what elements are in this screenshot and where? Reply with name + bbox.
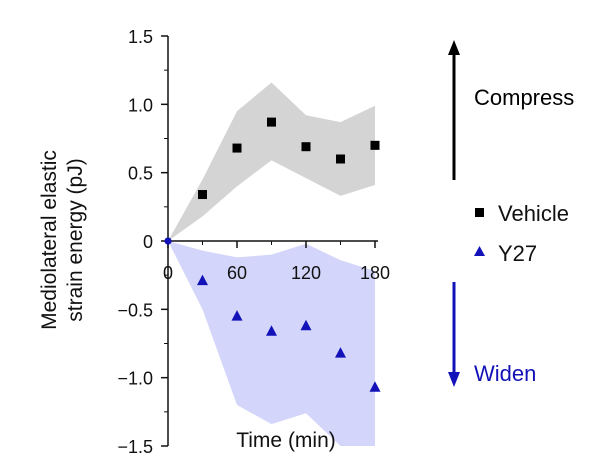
legend-triangle-marker-icon [474, 246, 485, 256]
compress-annotation: Compress [448, 40, 574, 180]
point-y27 [197, 274, 208, 286]
y-tick-label: −1.5 [117, 437, 153, 457]
band-vehicle [168, 82, 375, 241]
legend-label-vehicle: Vehicle [498, 201, 569, 226]
y-axis-title-line-1: Mediolateral elastic [38, 150, 61, 330]
widen-label: Widen [474, 361, 536, 386]
y-tick-label: 1.0 [128, 95, 153, 115]
y-tick-label: 0 [143, 232, 153, 252]
y-axis-title: Mediolateral elastic strain energy (pJ) [38, 150, 87, 330]
legend: Vehicle Y27 [474, 201, 569, 266]
point-vehicle [301, 142, 311, 152]
y-axis-title-line-2: strain energy (pJ) [64, 158, 87, 321]
point-vehicle [198, 190, 207, 200]
band-y27 [168, 241, 375, 446]
x-tick-label: 120 [291, 263, 321, 283]
x-tick-label: 0 [163, 263, 173, 283]
point-vehicle [336, 154, 345, 164]
data-points [164, 117, 381, 392]
compress-label: Compress [474, 85, 574, 110]
y-tick-label: −0.5 [117, 300, 153, 320]
point-y27 [335, 347, 346, 358]
point-y27 [300, 319, 312, 331]
axes: 1.5 1.0 0.5 0 −0.5 −1.0 −1.5 0 60 120 180 [117, 27, 390, 457]
legend-square-marker-icon [475, 208, 484, 217]
compress-arrow-head-icon [448, 40, 460, 55]
point-y27 [266, 325, 277, 336]
y-tick-label: 0.5 [128, 164, 153, 184]
point-vehicle [232, 143, 242, 153]
x-tick-label: 180 [360, 263, 390, 283]
point-vehicle [267, 117, 276, 127]
widen-annotation: Widen [448, 282, 536, 387]
point-vehicle [370, 140, 380, 150]
point-y27 [231, 310, 243, 321]
widen-arrow-head-icon [448, 372, 460, 387]
y-tick-label: −1.0 [117, 369, 153, 389]
confidence-bands [168, 82, 375, 446]
x-axis-title: Time (min) [236, 429, 336, 452]
legend-item-y27: Y27 [474, 241, 537, 266]
point-y27 [369, 381, 381, 392]
x-tick-label: 60 [227, 263, 247, 283]
origin-point [164, 237, 172, 245]
y-tick-label: 1.5 [128, 27, 153, 47]
legend-item-vehicle: Vehicle [475, 201, 569, 226]
legend-label-y27: Y27 [498, 241, 537, 266]
